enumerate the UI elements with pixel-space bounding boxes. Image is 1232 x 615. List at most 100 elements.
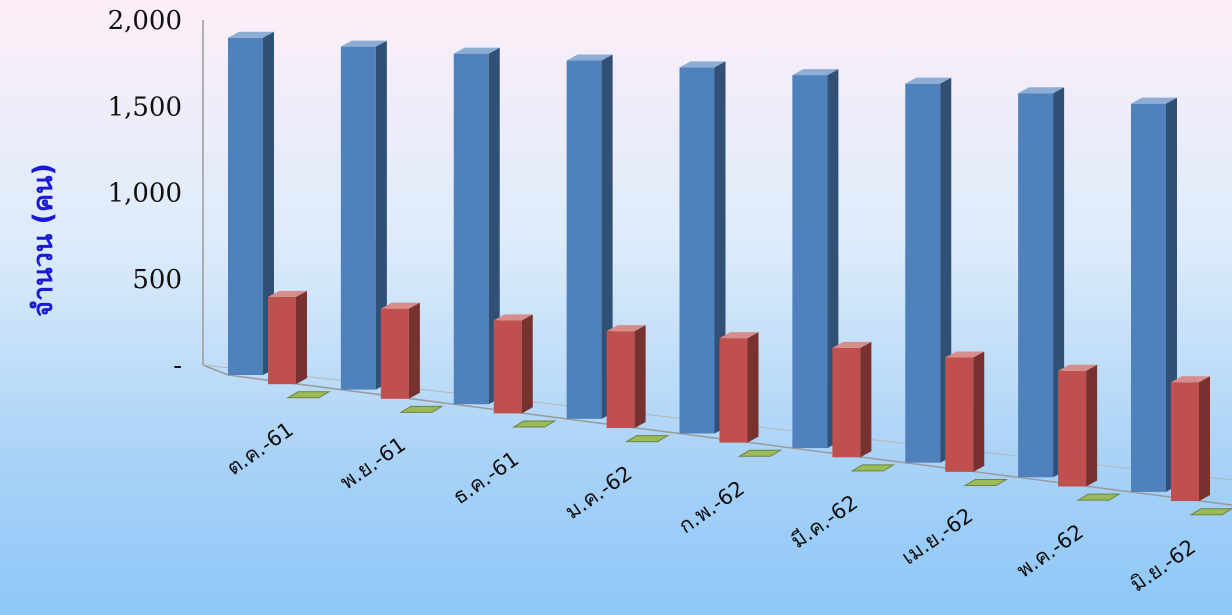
bar-front-2-2 [380,308,409,399]
bar-1-4 [566,54,613,419]
bar-slab-4 [624,435,670,443]
x-tick-label: ต.ค.-61 [222,417,297,480]
bar-2-3 [493,314,533,414]
bar-2-1 [268,290,307,385]
bar-side-2-7 [973,351,985,472]
bar-front-1-5 [679,67,715,434]
bar-top-2-3 [493,314,533,321]
bar-3-1 [286,391,331,399]
bar-top-2-9 [1171,376,1210,383]
bar-front-2-7 [945,357,974,472]
bar-front-1-1 [228,37,263,375]
bar-side-2-9 [1199,376,1210,502]
bar-top-1-9 [1131,97,1177,104]
bar-top-1-1 [228,31,274,38]
y-tick-label: - [173,351,182,381]
bar-top-2-8 [1058,364,1098,371]
x-tick-label: เม.ย.-62 [897,503,977,569]
x-tick-label: มิ.ย.-62 [1126,535,1200,597]
bar-top-2-5 [719,332,759,339]
bar-top-1-7 [905,77,952,84]
x-tick-label: ก.พ.-62 [674,476,749,538]
bar-top-2-7 [945,351,985,358]
bar-3-2 [399,405,444,413]
bar-front-1-4 [566,60,602,419]
bar-front-2-1 [268,296,296,385]
bar-side-2-3 [521,314,533,414]
bar-front-2-4 [606,331,635,429]
bar-3-6 [850,464,896,472]
bar-1-8 [1018,87,1065,478]
bar-front-2-5 [719,338,748,443]
bar-1-9 [1131,97,1177,492]
y-tick-label: 500 [132,265,182,295]
bar-front-2-3 [493,320,522,414]
bar-front-1-6 [792,75,828,449]
bar-slab-5 [737,449,783,457]
bar-1-6 [792,69,839,449]
bar-slab-8 [1076,493,1121,501]
bar-front-2-9 [1171,382,1199,502]
bar-2-2 [380,302,420,399]
bar-front-1-3 [453,53,489,405]
bar-side-2-2 [408,302,420,399]
bar-side-1-4 [601,54,613,419]
bar-1-7 [905,77,952,463]
bar-1-1 [228,31,274,375]
bar-side-2-1 [296,290,307,385]
bar-slab-1 [286,391,331,399]
y-tick-label: 2,000 [108,6,182,36]
bars [228,31,1232,516]
bar-front-1-7 [905,83,941,463]
bar-2-5 [719,332,759,443]
y-tick-label: 1,000 [108,179,182,209]
y-tick-label: 1,500 [108,92,182,122]
y-ticks: - 500 1,000 1,500 2,000 [108,6,182,381]
bar-top-2-1 [268,290,307,297]
bar-side-2-8 [1086,364,1098,487]
bar-1-3 [453,47,500,405]
bar-side-1-1 [263,31,274,375]
bar-3-5 [737,449,783,457]
bar-3-8 [1076,493,1121,501]
bar-1-5 [679,61,726,434]
bar-slab-7 [963,478,1009,486]
bar-1-2 [340,40,387,390]
bar-top-2-2 [380,302,420,309]
bar-top-1-5 [679,61,726,68]
bar-side-2-6 [860,341,872,458]
bar-front-1-8 [1018,93,1054,478]
bar-2-7 [945,351,985,472]
bar-front-1-2 [340,46,376,390]
x-tick-label: มี.ค.-62 [787,490,863,553]
bar-3-3 [511,420,557,428]
bar-3-7 [963,478,1009,486]
bar-side-2-4 [634,325,646,429]
bar-front-2-6 [832,347,861,458]
bar-side-1-3 [488,47,500,405]
bar-top-1-2 [340,40,387,47]
bar-slab-2 [399,405,444,413]
bar-side-2-5 [747,332,759,443]
bar-front-1-9 [1131,103,1166,492]
bar-front-2-8 [1058,370,1087,487]
bar-2-8 [1058,364,1098,487]
x-tick-label: พ.ย.-61 [336,432,410,494]
bar-slab-3 [511,420,557,428]
x-tick-label: พ.ค.-62 [1012,519,1088,582]
bar-slab-9 [1189,508,1232,516]
bar-2-6 [832,341,872,458]
bar-3-4 [624,435,670,443]
bar-3-9 [1189,508,1232,516]
x-tick-label: ธ.ค.-61 [448,447,523,509]
bar-2-9 [1171,376,1210,502]
bar-top-1-3 [453,47,500,54]
bar-side-1-2 [375,40,387,390]
bar-top-1-4 [566,54,613,61]
bar-top-2-4 [606,325,646,332]
bar-top-1-8 [1018,87,1065,94]
bar-top-2-6 [832,341,872,348]
floor-left-edge [202,364,229,376]
